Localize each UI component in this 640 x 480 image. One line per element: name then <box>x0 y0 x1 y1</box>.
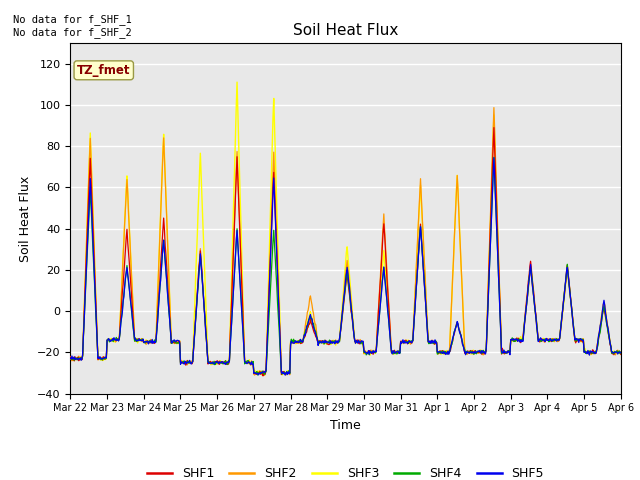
X-axis label: Time: Time <box>330 419 361 432</box>
Y-axis label: Soil Heat Flux: Soil Heat Flux <box>19 175 31 262</box>
Text: TZ_fmet: TZ_fmet <box>77 64 131 77</box>
Title: Soil Heat Flux: Soil Heat Flux <box>293 23 398 38</box>
Text: No data for f_SHF_1
No data for f_SHF_2: No data for f_SHF_1 No data for f_SHF_2 <box>13 14 132 38</box>
Legend: SHF1, SHF2, SHF3, SHF4, SHF5: SHF1, SHF2, SHF3, SHF4, SHF5 <box>142 462 549 480</box>
